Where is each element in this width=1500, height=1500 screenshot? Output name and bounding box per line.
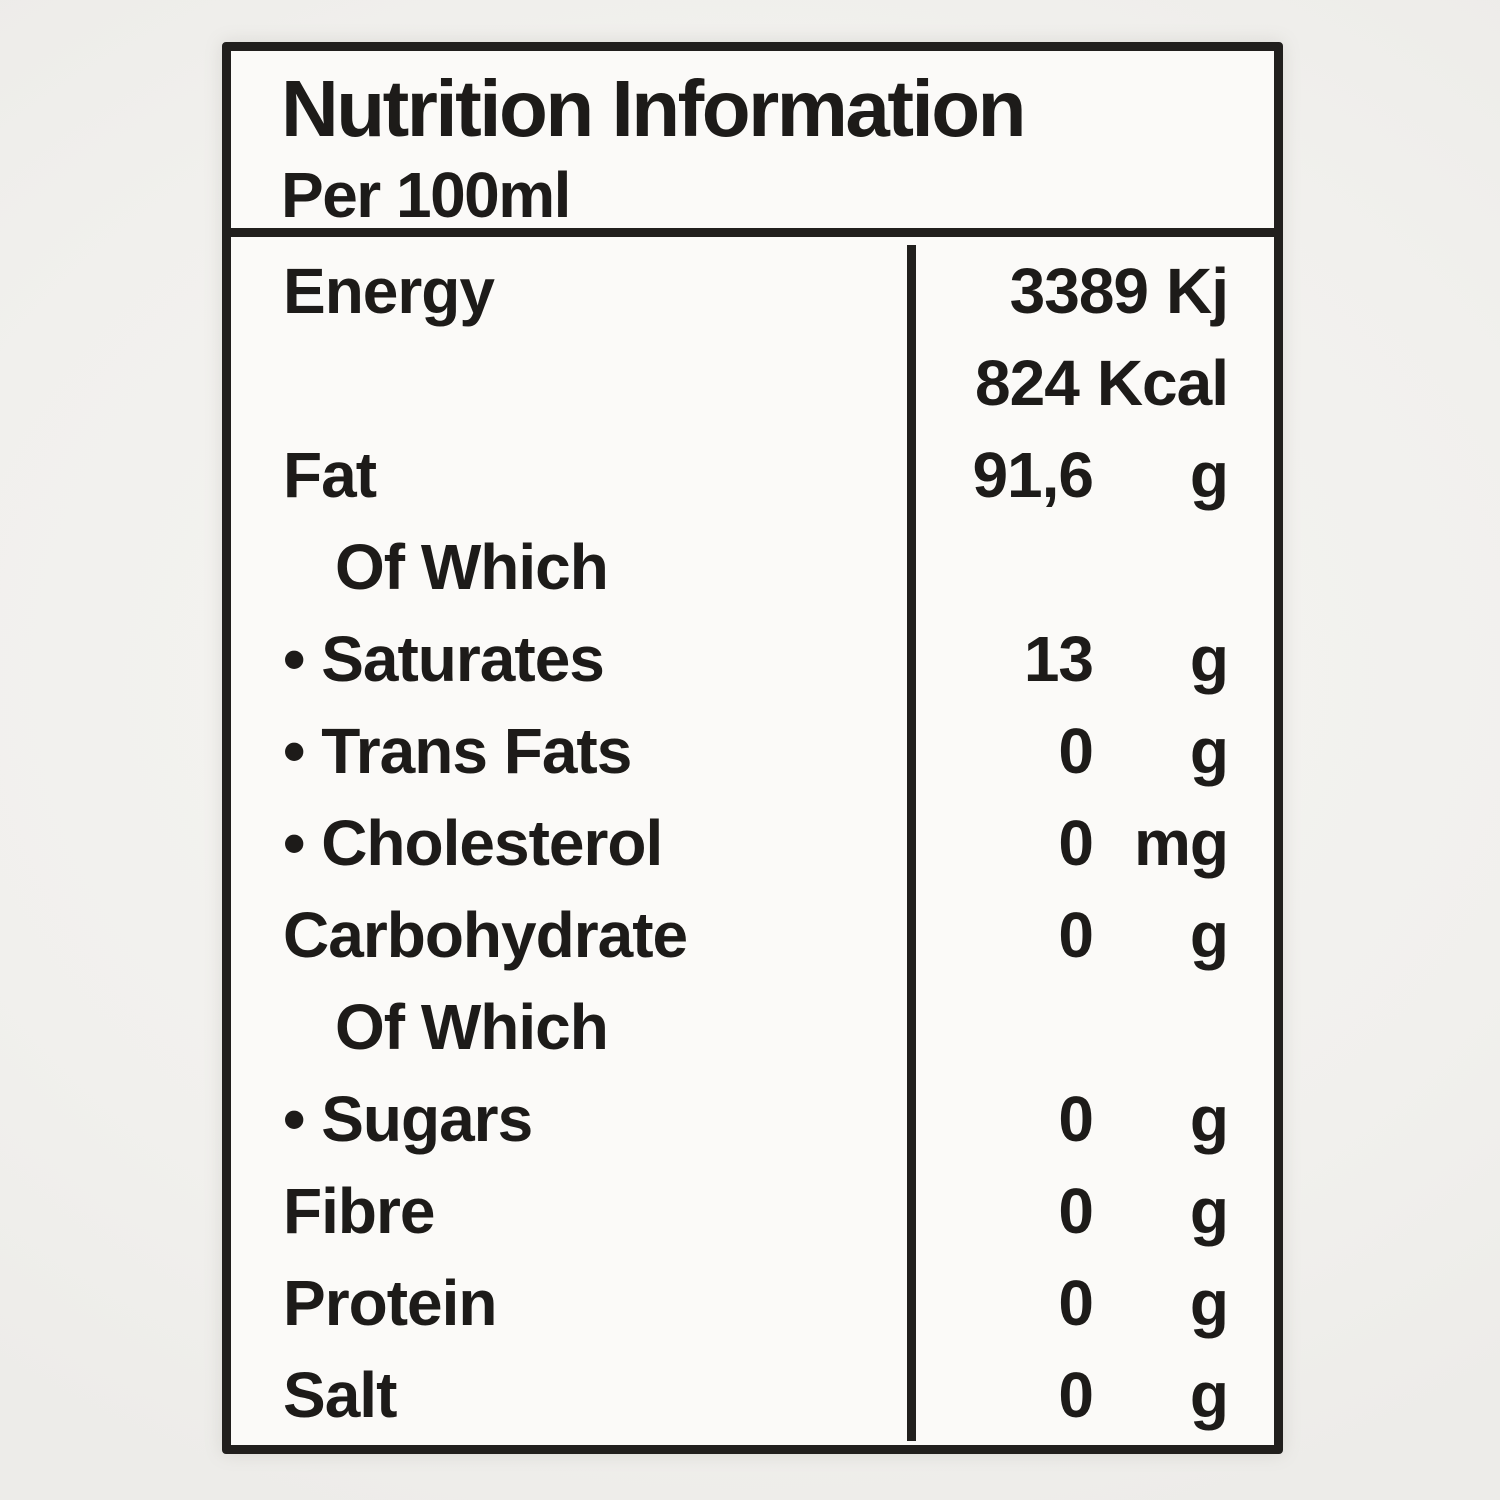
- row-amount: 0: [1058, 1359, 1094, 1431]
- row-amount: 91,6: [972, 439, 1094, 511]
- row-label: • Saturates: [231, 613, 916, 705]
- table-row-saturates: • Saturates 13 g: [231, 613, 1274, 705]
- row-value: 0 g: [916, 898, 1274, 972]
- table-row-energy-kcal: 824 Kcal: [231, 337, 1274, 429]
- row-unit: Kcal: [1096, 347, 1229, 419]
- row-amount: 824: [975, 347, 1080, 419]
- table-row-fibre: Fibre 0 g: [231, 1165, 1274, 1257]
- row-value: 0 mg: [916, 806, 1274, 880]
- table-row-fat: Fat 91,6 g: [231, 429, 1274, 521]
- row-unit: g: [1189, 1083, 1229, 1155]
- row-unit: g: [1189, 1175, 1229, 1247]
- table-row-of-which-carb: Of Which: [231, 981, 1274, 1073]
- table-row-energy: Energy 3389 Kj: [231, 245, 1274, 337]
- row-unit: g: [1189, 1359, 1229, 1431]
- nutrient-rows: Energy 3389 Kj 824 Kcal Fat 91,6 g: [231, 237, 1274, 1441]
- row-value: 824 Kcal: [916, 346, 1274, 420]
- table-row-carbohydrate: Carbohydrate 0 g: [231, 889, 1274, 981]
- row-label: Salt: [231, 1349, 916, 1441]
- row-amount: 0: [1058, 899, 1094, 971]
- row-amount: 13: [1023, 623, 1094, 695]
- row-label: • Trans Fats: [231, 705, 916, 797]
- row-label: • Sugars: [231, 1073, 916, 1165]
- row-label: Fat: [231, 429, 916, 521]
- nutrition-label-card: Nutrition Information Per 100ml Energy 3…: [222, 42, 1283, 1454]
- table-row-trans-fats: • Trans Fats 0 g: [231, 705, 1274, 797]
- row-amount: 0: [1058, 1175, 1094, 1247]
- table-row-of-which-fat: Of Which: [231, 521, 1274, 613]
- row-unit: Kj: [1166, 255, 1229, 327]
- row-label: Of Which: [231, 521, 916, 613]
- row-label: Carbohydrate: [231, 889, 916, 981]
- row-label: [231, 337, 916, 429]
- row-value: 0 g: [916, 714, 1274, 788]
- row-value: 3389 Kj: [916, 254, 1274, 328]
- row-amount: 3389: [1009, 255, 1149, 327]
- row-unit: g: [1189, 715, 1229, 787]
- table-row-sugars: • Sugars 0 g: [231, 1073, 1274, 1165]
- row-label: Protein: [231, 1257, 916, 1349]
- row-value: 0 g: [916, 1266, 1274, 1340]
- row-amount: 0: [1058, 715, 1094, 787]
- row-label: Energy: [231, 245, 916, 337]
- row-unit: g: [1189, 1267, 1229, 1339]
- row-amount: 0: [1058, 1267, 1094, 1339]
- row-value: 0 g: [916, 1174, 1274, 1248]
- row-value: 0 g: [916, 1358, 1274, 1432]
- row-amount: 0: [1058, 807, 1094, 879]
- row-label: Of Which: [231, 981, 916, 1073]
- row-value: 91,6 g: [916, 438, 1274, 512]
- serving-size: Per 100ml: [281, 159, 571, 231]
- row-label: Fibre: [231, 1165, 916, 1257]
- row-value: 13 g: [916, 622, 1274, 696]
- label-header: Nutrition Information Per 100ml: [231, 51, 1274, 237]
- row-unit: g: [1189, 899, 1229, 971]
- page-title: Nutrition Information: [281, 64, 1026, 153]
- table-row-salt: Salt 0 g: [231, 1349, 1274, 1441]
- row-label: • Cholesterol: [231, 797, 916, 889]
- row-unit: mg: [1134, 807, 1229, 879]
- row-unit: g: [1189, 623, 1229, 695]
- row-unit: g: [1189, 439, 1229, 511]
- table-row-protein: Protein 0 g: [231, 1257, 1274, 1349]
- table-row-cholesterol: • Cholesterol 0 mg: [231, 797, 1274, 889]
- row-amount: 0: [1058, 1083, 1094, 1155]
- row-value: 0 g: [916, 1082, 1274, 1156]
